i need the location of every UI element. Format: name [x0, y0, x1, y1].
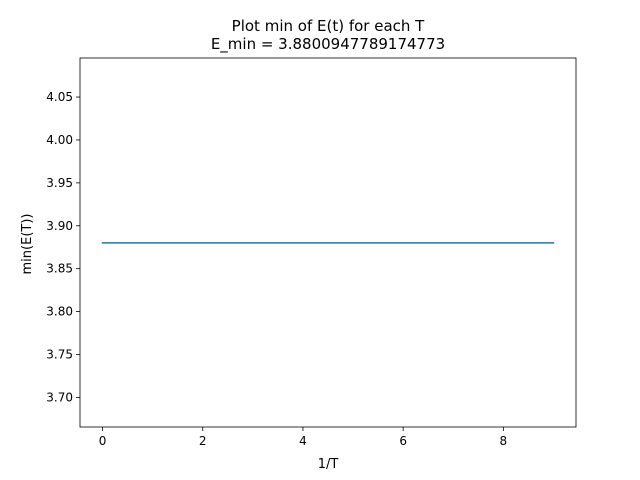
y-tick-label: 3.95 [46, 176, 73, 190]
axes-frame [79, 57, 577, 428]
plot-area: 0 2 4 6 8 3.70 3.75 3.80 3.85 3.90 3.95 4.00 4.05 [46, 57, 577, 448]
y-axis-label: min(E(T)) [20, 214, 35, 275]
x-tick-label: 4 [299, 434, 307, 448]
y-tick-label: 3.75 [46, 347, 73, 361]
x-tick-label: 0 [99, 434, 107, 448]
chart-subtitle: E_min = 3.8800947789174773 [211, 35, 445, 54]
y-tick-label: 3.80 [46, 305, 73, 319]
x-tick-label: 2 [199, 434, 207, 448]
y-tick-label: 4.05 [46, 90, 73, 104]
y-tick-label: 4.00 [46, 133, 73, 147]
y-tick-label: 3.70 [46, 390, 73, 404]
y-tick-label: 3.90 [46, 219, 73, 233]
x-axis-label: 1/T [318, 457, 339, 472]
x-tick-label: 6 [399, 434, 407, 448]
chart-title: Plot min of E(t) for each T [232, 17, 425, 35]
x-tick-label: 8 [500, 434, 508, 448]
y-tick-label: 3.85 [46, 262, 73, 276]
